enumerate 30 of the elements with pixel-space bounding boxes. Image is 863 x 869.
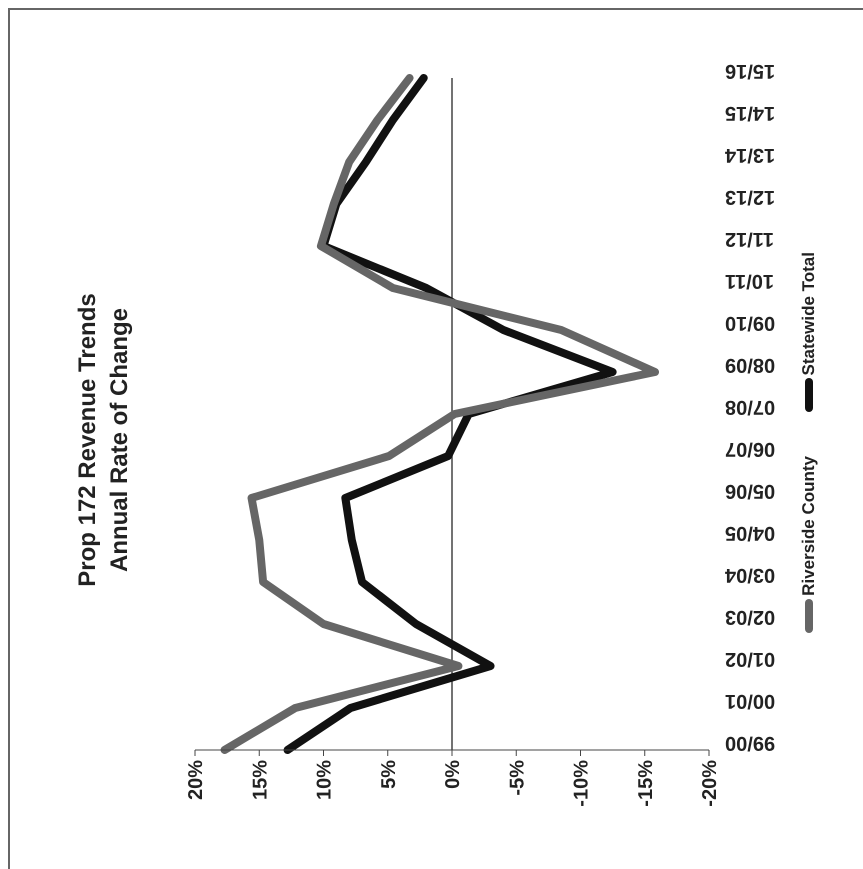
x-tick-label: 0% bbox=[442, 760, 464, 789]
y-tick-label: 02/03 bbox=[725, 606, 776, 628]
y-tick-label: 05/06 bbox=[725, 480, 776, 502]
y-tick-label: 10/11 bbox=[725, 270, 774, 292]
y-tick-label: 06/07 bbox=[725, 438, 776, 460]
y-tick-label: 15/16 bbox=[725, 60, 776, 82]
y-tick-label: 03/04 bbox=[724, 564, 776, 586]
y-tick-label: 09/10 bbox=[725, 312, 776, 334]
x-tick-label: -20% bbox=[699, 760, 722, 807]
text: Statewide Total bbox=[799, 252, 819, 376]
y-tick-label: 12/13 bbox=[725, 186, 776, 208]
y-tick-label: 07/08 bbox=[725, 396, 776, 418]
y-tick-label: 14/15 bbox=[725, 102, 776, 124]
y-tick-label: 99/00 bbox=[725, 732, 776, 754]
y-tick-label: 11/12 bbox=[725, 228, 774, 250]
x-tick-label: 5% bbox=[378, 760, 400, 789]
x-tick-label: 10% bbox=[314, 760, 336, 800]
y-tick-label: 08/09 bbox=[725, 354, 776, 376]
y-tick-label: 13/14 bbox=[724, 144, 776, 166]
text: Riverside County bbox=[799, 456, 819, 596]
x-tick-label: 20% bbox=[185, 760, 208, 800]
text: Prop 172 Revenue Trends bbox=[73, 292, 102, 589]
y-tick-label: 00/01 bbox=[725, 690, 776, 712]
y-tick-label: 04/05 bbox=[725, 522, 776, 544]
x-tick-label: -10% bbox=[570, 760, 593, 807]
text: Annual Rate of Change bbox=[105, 307, 134, 574]
y-tick-label: 01/02 bbox=[725, 648, 776, 670]
x-tick-label: -15% bbox=[634, 760, 657, 807]
x-tick-label: -5% bbox=[506, 760, 528, 796]
x-tick-label: 15% bbox=[249, 760, 272, 800]
